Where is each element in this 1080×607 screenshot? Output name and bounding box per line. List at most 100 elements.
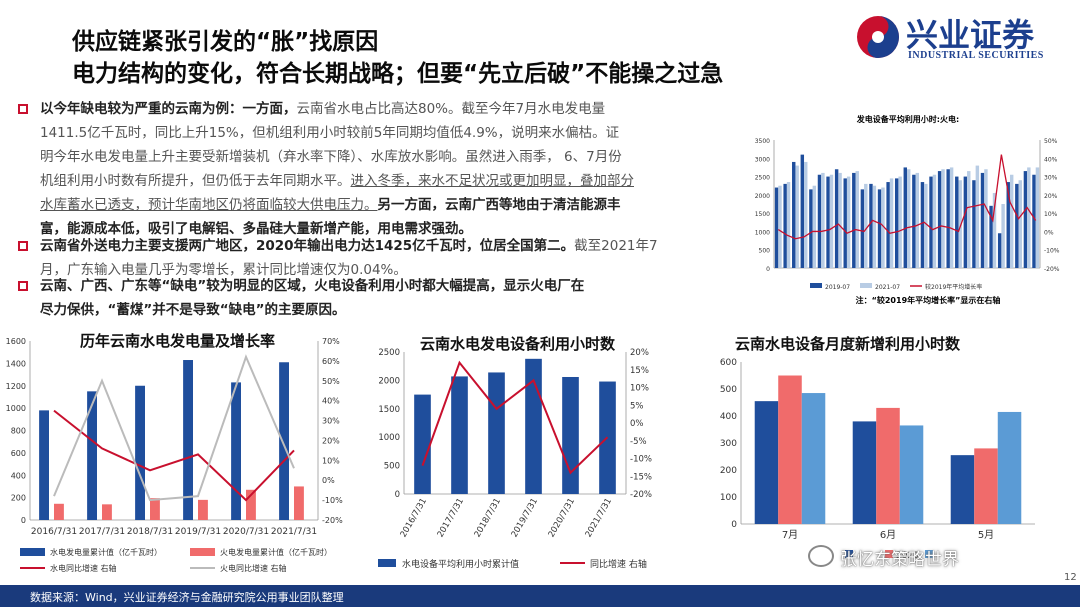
bar <box>1015 183 1019 268</box>
legend-swatch <box>860 283 872 288</box>
bar <box>941 169 945 268</box>
y2-tick-label: 0% <box>1044 229 1054 236</box>
x-tick-label: 6月 <box>880 529 896 541</box>
logo-text: 兴业证券 <box>906 16 1035 54</box>
bar <box>997 233 1002 268</box>
bar <box>855 171 859 268</box>
bullet-3-line2: 尽力保供，“蓄煤”并不是导致“缺电”的主要原因。 <box>40 302 346 318</box>
legend-swatch <box>885 550 893 558</box>
bar <box>894 178 899 268</box>
x-tick-label: 2017/7/31 <box>436 497 466 540</box>
y-tick-label: 3500 <box>755 138 770 145</box>
bullet-1-text: 云南省水电占比高达80%。截至今年7月水电发电量 <box>296 101 606 117</box>
bar <box>864 183 868 268</box>
page-title-line1: 供应链紧张引发的“胀”找原因 <box>72 29 379 55</box>
bar <box>795 165 799 268</box>
bar <box>1023 171 1028 268</box>
y2-tick-label: -20% <box>322 516 343 525</box>
legend-label: 2020 <box>896 551 919 561</box>
y2-tick-label: 50% <box>1044 138 1058 145</box>
bar <box>817 174 822 268</box>
bullet-2: 云南省外送电力主要支援两广地区，2020年输出电力达1425亿千瓦时，位居全国第… <box>40 234 740 282</box>
bar <box>912 174 916 268</box>
chart-note: 注：“较2019年平均增长率”显示在右轴 <box>856 295 1001 305</box>
y2-tick-label: 20% <box>1044 193 1058 200</box>
bullet-1-lead: 以今年缺电较为严重的云南为例：一方面， <box>40 101 297 117</box>
bar <box>1006 182 1010 268</box>
y-tick-label: 600 <box>11 449 26 458</box>
bar <box>246 489 256 520</box>
bullet-1-line3: 明今年水电发电量上升主要受新增装机（弃水率下降）、水库放水影响。虽然进入雨季， … <box>40 149 622 165</box>
bullet-3: 云南、广西、广东等“缺电”较为明显的区域，火电设备利用小时都大幅提高，显示火电厂… <box>40 274 740 322</box>
bar <box>972 180 976 268</box>
bar <box>786 182 791 268</box>
y2-tick-label: -10% <box>630 455 652 465</box>
bar <box>525 358 542 494</box>
bullet-1-bold-a: 另一方面，云南广西等地由于清洁能源丰 <box>377 197 621 213</box>
x-tick-label: 2019/7/31 <box>510 497 540 540</box>
y-tick-label: 1500 <box>378 405 400 415</box>
bar <box>889 178 894 268</box>
bar <box>135 385 145 520</box>
bullet-3-line1: 云南、广西、广东等“缺电”较为明显的区域，火电设备利用小时都大幅提高，显示火电厂… <box>40 278 585 294</box>
y2-tick-label: 70% <box>322 337 340 346</box>
chart-title: 云南水电发电设备利用小时数 <box>420 335 616 353</box>
legend-label: 火电发电量累计值（亿千瓦时） <box>220 547 332 557</box>
bullet-2-bold: 云南省外送电力主要支援两广地区，2020年输出电力达1425亿千瓦时，位居全国第… <box>40 238 575 254</box>
bar <box>754 401 779 524</box>
bar <box>826 176 830 268</box>
bar <box>899 425 924 524</box>
y-tick-label: 100 <box>720 493 737 503</box>
y2-tick-label: -20% <box>1044 266 1060 273</box>
bar <box>852 172 856 268</box>
y2-tick-label: 60% <box>322 357 340 366</box>
bar <box>1035 167 1040 268</box>
y-tick-label: 0 <box>766 266 770 273</box>
bar <box>915 172 920 268</box>
bar <box>963 176 968 268</box>
bar <box>877 189 882 268</box>
y2-tick-label: 40% <box>1044 156 1058 163</box>
bar <box>183 360 193 520</box>
bar <box>812 185 817 268</box>
y2-tick-label: 10% <box>630 384 649 394</box>
bar <box>801 393 826 524</box>
bar <box>869 183 873 268</box>
chart-thermal-hours: 发电设备平均利用小时:火电: 注：“较2019年平均增长率”显示在右轴 0 500… <box>755 114 1060 305</box>
x-tick-label: 2020/7/31 <box>223 527 269 537</box>
bar <box>39 410 49 520</box>
bar <box>821 172 825 268</box>
series-line <box>421 360 609 475</box>
bar <box>150 498 160 520</box>
bar <box>992 193 997 268</box>
bar <box>414 394 431 494</box>
y-tick-label: 1400 <box>6 359 26 368</box>
y2-tick-label: 5% <box>630 401 644 411</box>
legend-swatch <box>810 283 822 288</box>
wechat-icon <box>808 545 834 567</box>
bar <box>929 176 933 268</box>
bullet-icon <box>18 104 28 114</box>
bar <box>920 182 925 268</box>
y-tick-label: 500 <box>384 462 400 472</box>
y-tick-label: 200 <box>720 466 737 476</box>
chart-hydro-hours: 0 500 1000 1500 2000 2500 -20% -15% -10% -5% 0% 5% 1… <box>378 348 652 570</box>
y-tick-label: 200 <box>11 494 26 503</box>
x-tick-label: 2018/7/31 <box>127 527 173 537</box>
bar <box>974 448 998 524</box>
y-tick-label: 0 <box>21 516 26 525</box>
legend-label: 水电同比增速 右轴 <box>50 563 117 573</box>
logo-subtitle: INDUSTRIAL SECURITIES <box>908 50 1044 61</box>
legend-swatch <box>190 548 215 556</box>
bar <box>451 376 468 494</box>
legend-label: 2021-07 <box>875 284 900 291</box>
y-tick-label: 400 <box>720 412 737 422</box>
y-tick-label: 1600 <box>6 337 26 346</box>
y-tick-label: 300 <box>720 439 737 449</box>
y2-tick-label: 15% <box>630 366 649 376</box>
legend-swatch <box>20 548 45 556</box>
series-line <box>777 154 1037 240</box>
bar <box>231 382 241 520</box>
y2-tick-label: 0% <box>322 476 335 485</box>
y2-tick-label: 0% <box>630 419 644 429</box>
